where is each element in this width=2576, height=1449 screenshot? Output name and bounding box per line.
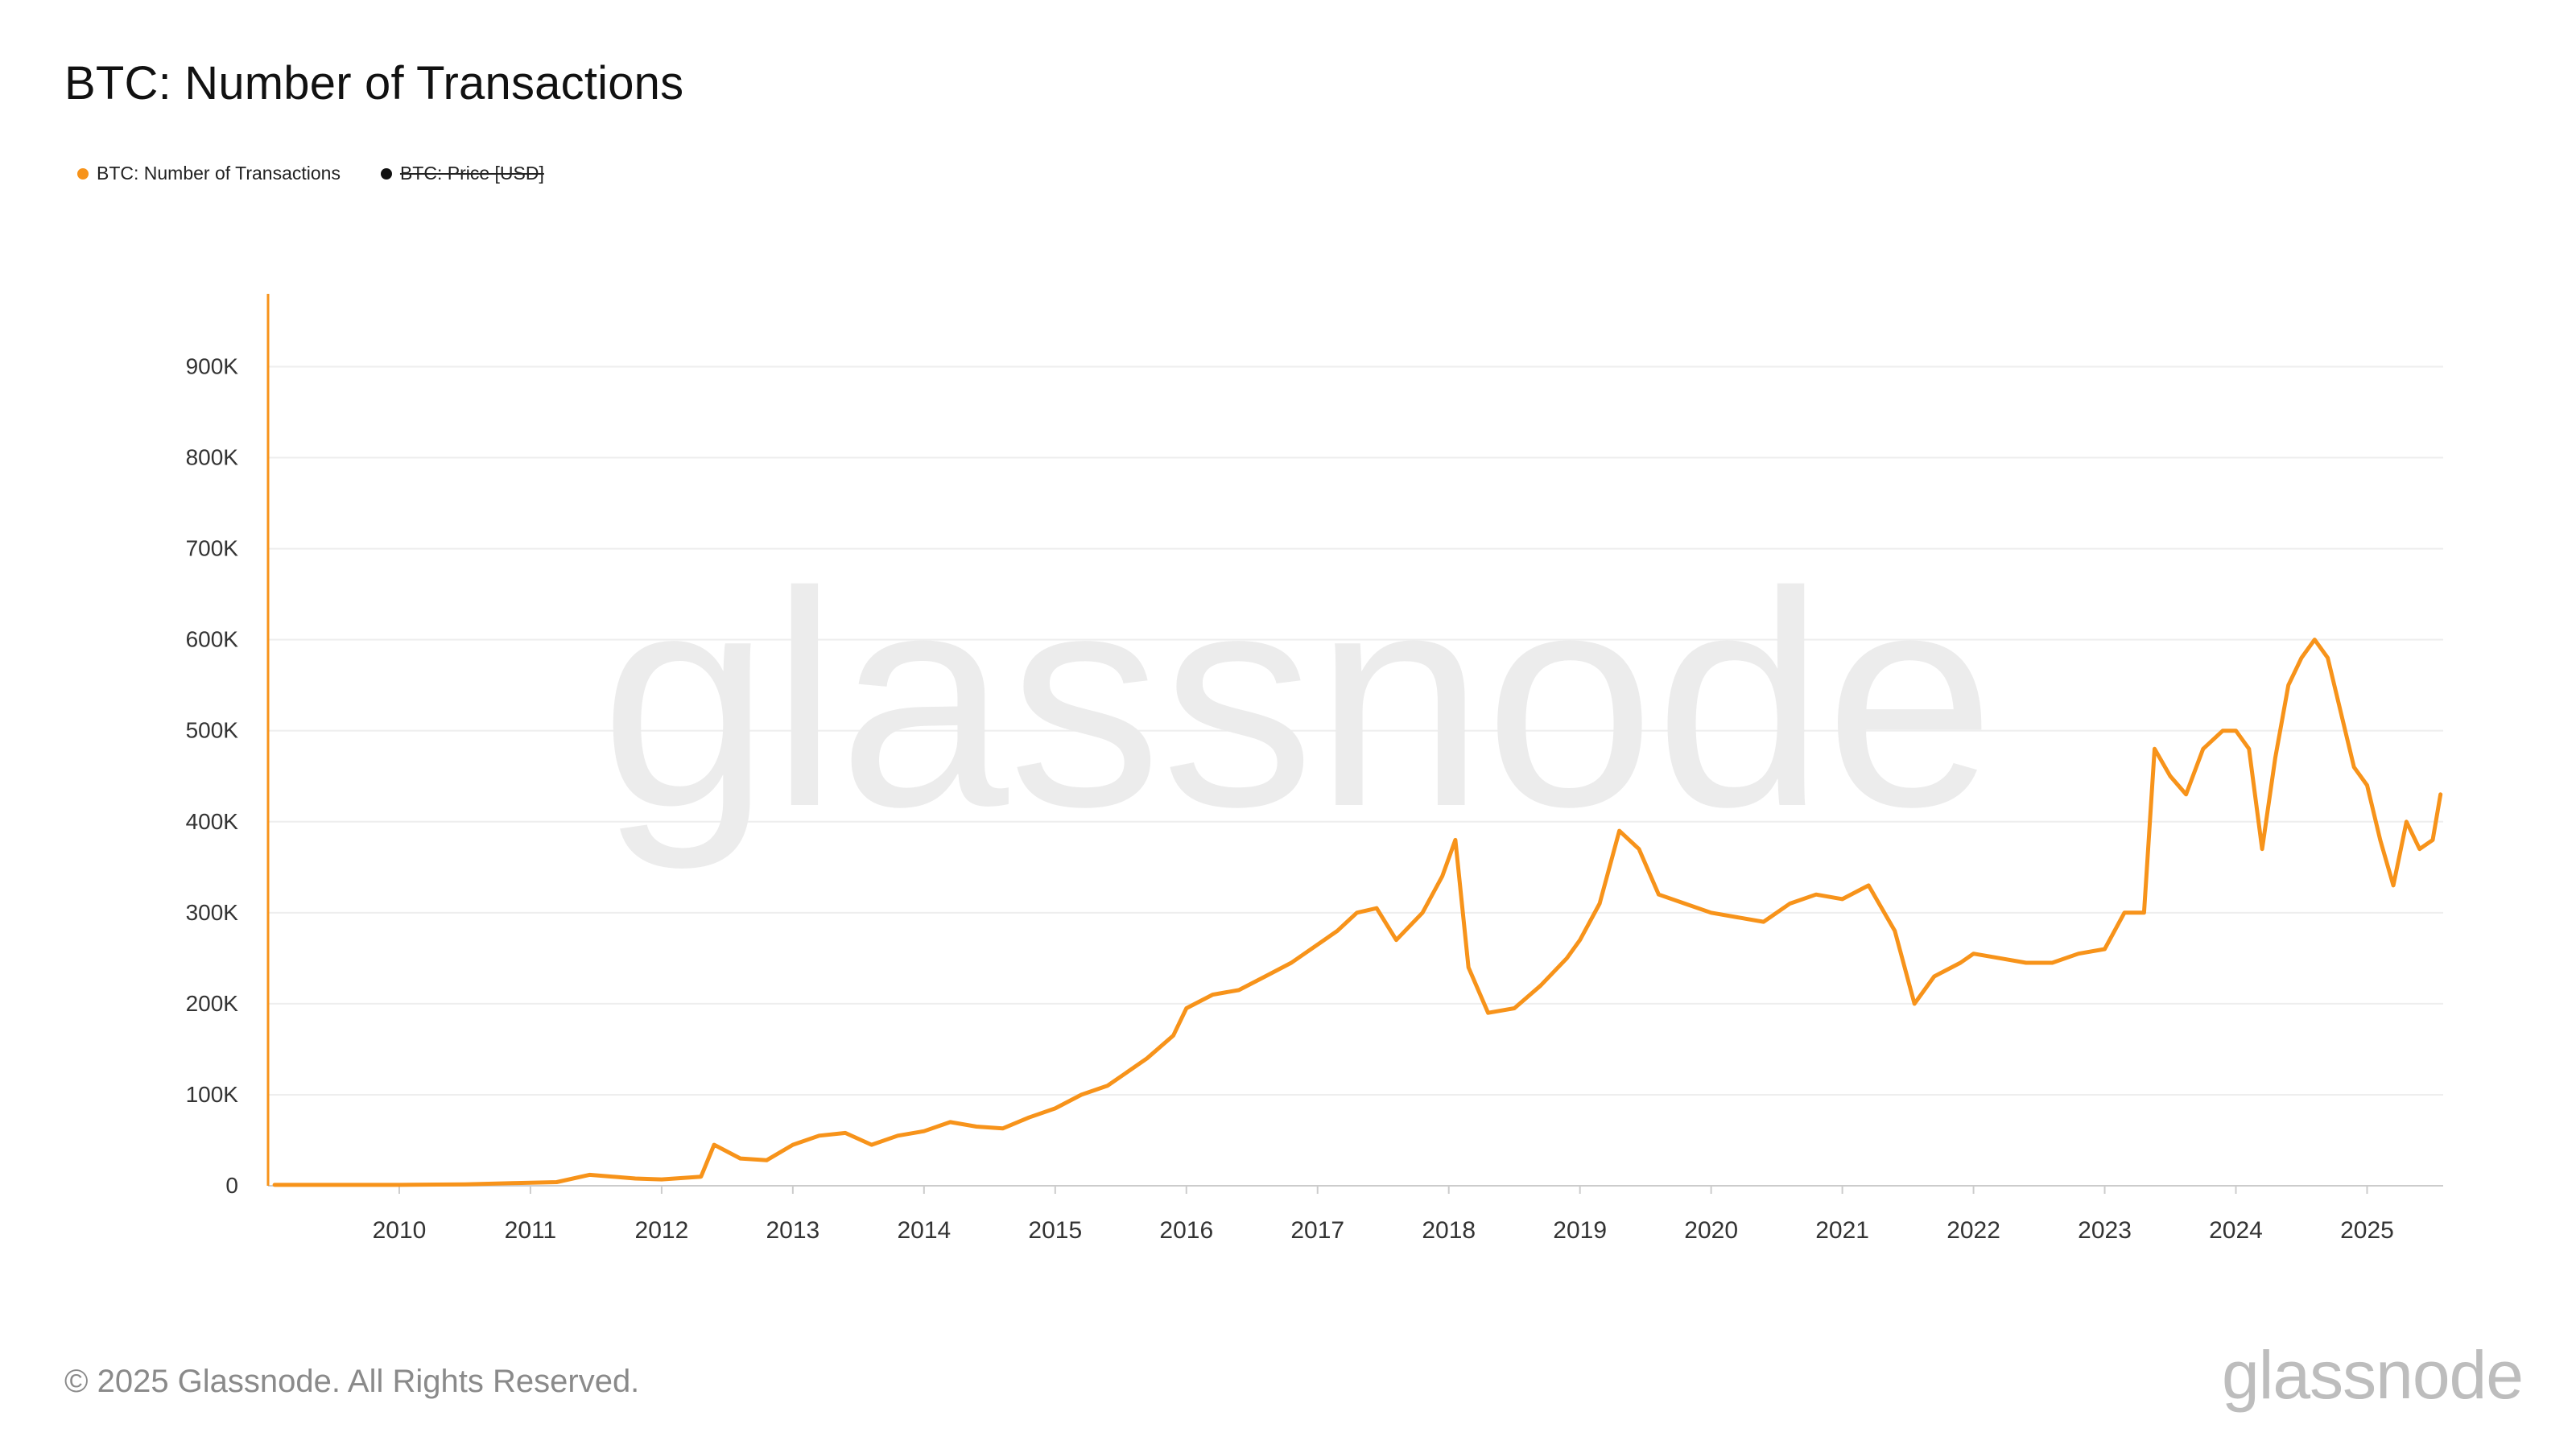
legend: BTC: Number of Transactions BTC: Price [… bbox=[77, 163, 544, 184]
x-tick-label: 2018 bbox=[1422, 1217, 1476, 1244]
x-tick-label: 2024 bbox=[2209, 1217, 2263, 1244]
y-tick-label: 400K bbox=[186, 809, 239, 834]
legend-item-transactions[interactable]: BTC: Number of Transactions bbox=[77, 163, 341, 184]
x-tick-label: 2016 bbox=[1159, 1217, 1213, 1244]
y-tick-label: 500K bbox=[186, 718, 239, 743]
x-tick-label: 2017 bbox=[1290, 1217, 1344, 1244]
y-tick-label: 700K bbox=[186, 536, 239, 561]
series-layer bbox=[272, 638, 2443, 1187]
legend-label-transactions: BTC: Number of Transactions bbox=[97, 163, 341, 184]
x-tick-label: 2010 bbox=[373, 1217, 427, 1244]
x-tick-label: 2019 bbox=[1553, 1217, 1607, 1244]
y-tick-label: 0 bbox=[225, 1173, 238, 1198]
y-tick-label: 600K bbox=[186, 627, 239, 652]
x-tick-label: 2012 bbox=[635, 1217, 689, 1244]
y-tick-label: 800K bbox=[186, 445, 239, 470]
x-tick-label: 2014 bbox=[897, 1217, 951, 1244]
axis-layer: 0 100K 200K 300K 400K 500K 600K 700K 800K 900K 201… bbox=[186, 294, 2443, 1244]
x-tick-label: 2022 bbox=[1946, 1217, 2000, 1244]
x-tick-label: 2013 bbox=[766, 1217, 819, 1244]
copyright-text: © 2025 Glassnode. All Rights Reserved. bbox=[64, 1364, 640, 1399]
y-tick-label: 100K bbox=[186, 1082, 239, 1107]
watermark-text: glassnode bbox=[601, 528, 1995, 872]
x-tick-label: 2020 bbox=[1684, 1217, 1738, 1244]
x-tick-label: 2021 bbox=[1815, 1217, 1869, 1244]
legend-label-price: BTC: Price [USD] bbox=[399, 163, 544, 184]
x-tick-label: 2025 bbox=[2340, 1217, 2394, 1244]
grid-layer bbox=[268, 365, 2443, 1096]
glassnode-logo[interactable]: glassnode bbox=[2222, 1337, 2524, 1413]
chart-title: BTC: Number of Transactions bbox=[64, 57, 684, 109]
y-tick-label: 300K bbox=[186, 900, 239, 925]
y-tick-label: 200K bbox=[186, 991, 239, 1016]
x-tick-label: 2011 bbox=[505, 1217, 557, 1244]
legend-dot-price bbox=[380, 167, 392, 180]
x-tick-label: 2023 bbox=[2078, 1217, 2132, 1244]
legend-dot-transactions bbox=[77, 167, 89, 180]
x-tick-label: 2015 bbox=[1028, 1217, 1082, 1244]
legend-item-price[interactable]: BTC: Price [USD] bbox=[380, 163, 544, 184]
y-tick-label: 900K bbox=[186, 353, 239, 378]
series-line-transactions bbox=[272, 638, 2443, 1187]
